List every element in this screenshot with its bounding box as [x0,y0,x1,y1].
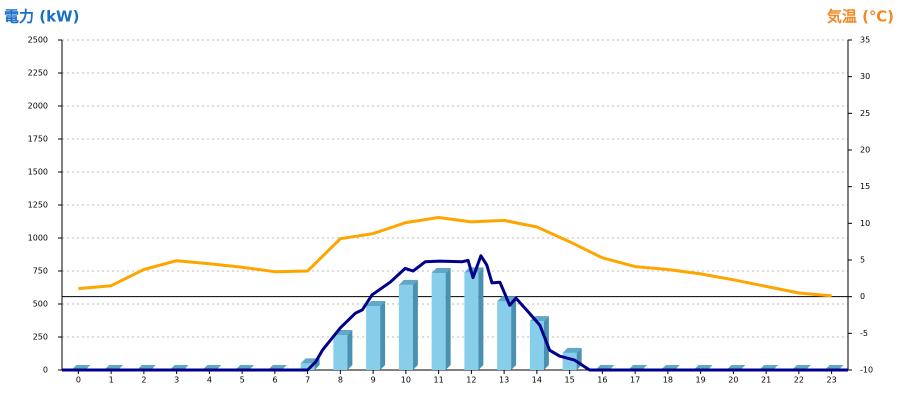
bar-top [366,300,386,306]
power-line [62,254,848,372]
y2-tick-label: 10 [860,219,870,228]
bar-top [398,279,418,285]
bar [300,363,315,370]
x-tick-label: 19 [696,376,706,385]
x-tick-label: 3 [174,376,179,385]
x-tick-label: 10 [401,376,411,385]
x-tick-label: 8 [338,376,343,385]
x-tick-label: 21 [761,376,771,385]
y-tick-label: 2250 [28,69,48,78]
bar-top [431,267,451,273]
bar [398,284,413,370]
x-tick-label: 5 [240,376,245,385]
bar [497,301,512,370]
bar [431,272,446,370]
x-tick-label: 18 [663,376,673,385]
y-tick-label: 1750 [28,135,48,144]
y-tick-label: 2000 [28,102,48,111]
y-tick-label: 250 [33,333,48,342]
x-tick-label: 0 [76,376,81,385]
x-tick-label: 13 [499,376,509,385]
bar-side [347,330,353,370]
y2-tick-label: 35 [860,36,870,45]
x-tick-label: 9 [371,376,376,385]
y2-tick-label: 15 [860,182,870,191]
y2-tick-label: 5 [860,256,865,265]
x-tick-label: 16 [597,376,607,385]
x-tick-label: 14 [532,376,542,385]
bar [333,335,348,370]
x-tick-label: 4 [207,376,212,385]
x-tick-label: 2 [141,376,146,385]
x-tick-label: 11 [434,376,444,385]
x-tick-label: 23 [827,376,837,385]
left-axis-title: 電力 (kW) [4,8,79,26]
y2-tick-label: 20 [860,146,870,155]
bar-top [562,347,582,353]
temperature-line [78,216,832,298]
y2-tick-label: 25 [860,109,870,118]
y-tick-label: 1500 [28,168,48,177]
bar-side [412,279,418,370]
y2-tick-label: -10 [860,366,873,375]
y2-tick-label: -5 [860,329,868,338]
y-tick-label: 0 [43,366,48,375]
y-tick-label: 1250 [28,201,48,210]
right-axis-title: 気温 (℃) [827,8,894,26]
y2-tick-label: 30 [860,72,870,81]
x-tick-label: 20 [728,376,738,385]
bar-side [478,267,484,370]
x-tick-label: 17 [630,376,640,385]
y-tick-label: 2500 [28,36,48,45]
x-tick-label: 12 [466,376,476,385]
x-tick-label: 1 [109,376,114,385]
bar [529,321,544,370]
bar-side [380,300,386,370]
bar [366,305,381,370]
bar [464,272,479,370]
bar-side [314,358,320,370]
y2-tick-label: 0 [860,292,865,301]
x-tick-label: 22 [794,376,804,385]
bar-side [445,267,451,370]
x-tick-label: 7 [305,376,310,385]
x-tick-label: 15 [565,376,575,385]
y-tick-label: 750 [33,267,48,276]
y-tick-label: 1000 [28,234,48,243]
bar-side [511,296,517,370]
y-tick-label: 500 [33,300,48,309]
x-tick-label: 6 [272,376,277,385]
